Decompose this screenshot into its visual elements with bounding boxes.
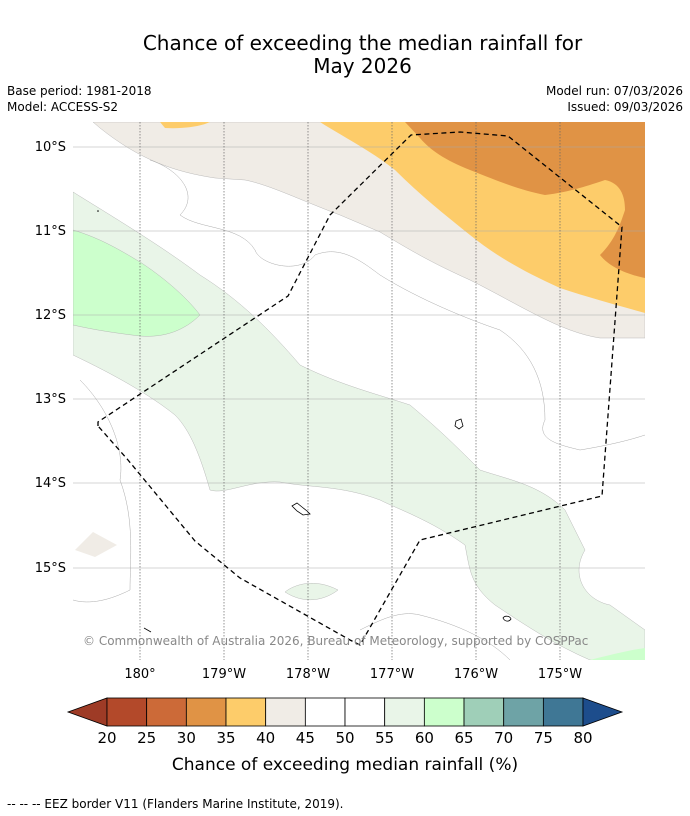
lat-label-12s: 12°S bbox=[35, 308, 66, 323]
model-name: Model: ACCESS-S2 bbox=[7, 100, 119, 114]
lat-label-10s: 10°S bbox=[35, 140, 66, 155]
lon-label-179w: 179°W bbox=[202, 667, 246, 682]
lat-label-13s: 13°S bbox=[35, 392, 66, 407]
colorbar-boxes bbox=[106, 697, 584, 727]
colorbar-box bbox=[344, 697, 386, 727]
lat-label-15s: 15°S bbox=[35, 561, 66, 576]
colorbar-box bbox=[423, 697, 465, 727]
colorbar-tick-label: 80 bbox=[573, 729, 592, 747]
colorbar-label: Chance of exceeding median rainfall (%) bbox=[172, 755, 518, 775]
map-copyright: © Commonwealth of Australia 2026, Bureau… bbox=[83, 634, 588, 648]
island-2 bbox=[291, 502, 311, 516]
colorbar-tick-label: 45 bbox=[296, 729, 315, 747]
colorbar-under-arrow bbox=[66, 697, 108, 727]
colorbar-box bbox=[265, 697, 306, 727]
colorbar-tick-label: 60 bbox=[415, 729, 434, 747]
meta-right: Model run: 07/03/2026 Issued: 09/03/2026 bbox=[546, 83, 683, 115]
contour-line-3 bbox=[359, 613, 511, 660]
lon-label-178w: 178°W bbox=[286, 667, 330, 682]
colorbar-tick-label: 40 bbox=[256, 729, 275, 747]
model-run: Model run: 07/03/2026 bbox=[545, 84, 683, 98]
region-60-65-corner bbox=[590, 648, 645, 660]
colorbar-tick-label: 30 bbox=[177, 729, 196, 747]
colorbar-tick-label: 50 bbox=[335, 729, 354, 747]
colorbar-tick-label: 25 bbox=[137, 729, 156, 747]
map-figure: © Commonwealth of Australia 2026, Bureau… bbox=[35, 122, 645, 775]
colorbar-tick-label: 55 bbox=[375, 729, 394, 747]
region-35-40-small bbox=[160, 122, 210, 129]
meta-left: Base period: 1981-2018 Model: ACCESS-S2 bbox=[7, 83, 152, 115]
lat-label-14s: 14°S bbox=[35, 476, 66, 491]
lon-label-176w: 176°W bbox=[454, 667, 498, 682]
colorbar-box bbox=[463, 697, 505, 727]
colorbar-over-arrow bbox=[582, 697, 624, 727]
colorbar-box bbox=[185, 697, 227, 727]
colorbar-box bbox=[106, 697, 148, 727]
colorbar-box bbox=[304, 697, 346, 727]
lat-labels: 10°S 11°S 12°S 13°S 14°S 15°S bbox=[35, 140, 66, 576]
eez-credit: -- -- -- EEZ border V11 (Flanders Marine… bbox=[7, 797, 344, 811]
region-55-60 bbox=[73, 191, 645, 660]
colorbar-ticks: 20 25 30 35 40 45 50 55 60 65 70 75 80 bbox=[97, 729, 592, 747]
colorbar-tick-label: 65 bbox=[454, 729, 473, 747]
island-4 bbox=[143, 627, 152, 633]
island-1 bbox=[454, 418, 464, 430]
colorbar-box bbox=[146, 697, 187, 727]
lon-label-177w: 177°W bbox=[370, 667, 414, 682]
colorbar-box bbox=[503, 697, 544, 727]
lon-label-175w: 175°W bbox=[538, 667, 582, 682]
colorbar-box bbox=[542, 697, 584, 727]
lon-label-180: 180° bbox=[124, 667, 155, 682]
base-period: Base period: 1981-2018 bbox=[7, 84, 152, 98]
island-3 bbox=[502, 615, 512, 622]
colorbar: 20 25 30 35 40 45 50 55 60 65 70 75 80 Chance of exc… bbox=[66, 697, 624, 775]
island-5 bbox=[97, 210, 99, 212]
region-55-60-patch bbox=[284, 583, 339, 600]
colorbar-box bbox=[384, 697, 425, 727]
issued-date: Issued: 09/03/2026 bbox=[567, 100, 683, 114]
colorbar-tick-label: 75 bbox=[534, 729, 553, 747]
lat-label-11s: 11°S bbox=[35, 224, 66, 239]
map-plot-area: © Commonwealth of Australia 2026, Bureau… bbox=[73, 122, 645, 660]
contour-line-2 bbox=[73, 379, 132, 603]
region-30-35 bbox=[405, 122, 645, 278]
lon-gridlines bbox=[139, 122, 561, 660]
colorbar-tick-label: 20 bbox=[97, 729, 116, 747]
region-40-45-spot bbox=[75, 532, 117, 557]
map-title: Chance of exceeding the median rainfall … bbox=[0, 32, 690, 78]
contour-line-1 bbox=[149, 159, 645, 451]
lon-labels: 180° 179°W 178°W 177°W 176°W 175°W bbox=[124, 667, 582, 682]
title-line-1: Chance of exceeding the median rainfall … bbox=[142, 31, 583, 55]
colorbar-box bbox=[225, 697, 267, 727]
colorbar-tick-label: 70 bbox=[494, 729, 513, 747]
title-line-2: May 2026 bbox=[313, 54, 412, 78]
colorbar-tick-label: 35 bbox=[216, 729, 235, 747]
lat-gridlines bbox=[73, 146, 645, 569]
